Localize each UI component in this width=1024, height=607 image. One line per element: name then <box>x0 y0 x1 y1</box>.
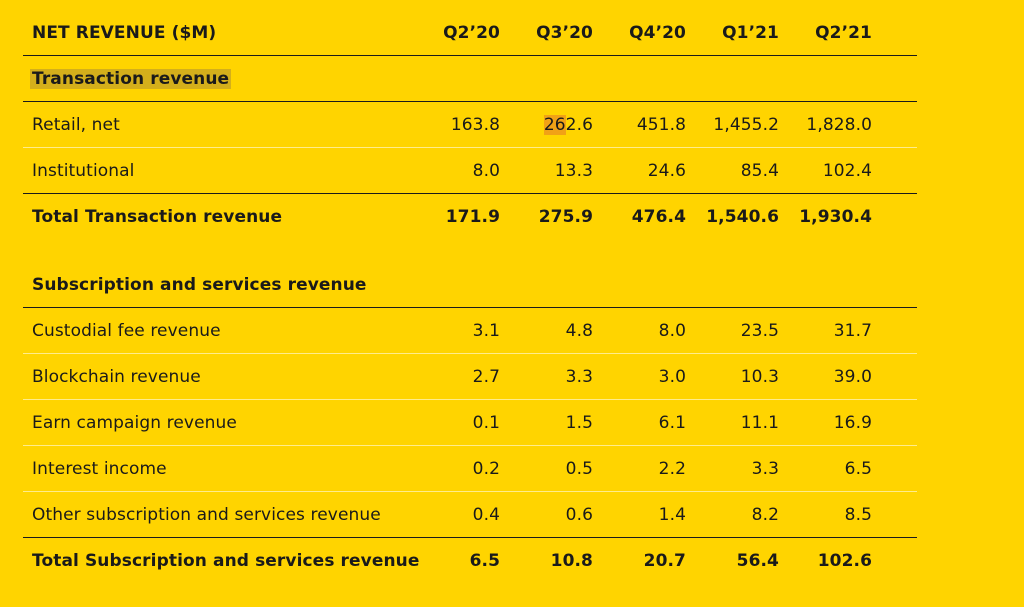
column-header-q4-20: Q4’20 <box>629 22 686 43</box>
cell-value: 171.9 <box>445 207 500 227</box>
cell-value: 16.9 <box>833 412 872 433</box>
row-label: Total Transaction revenue <box>32 207 283 227</box>
cell-value: 0.2 <box>472 458 500 479</box>
total-row-subscription: Total Subscription and services revenue … <box>23 538 917 584</box>
cell-value-rest: 2.6 <box>565 114 593 135</box>
cell-value: 163.8 <box>450 114 500 135</box>
row-label: Blockchain revenue <box>32 366 201 387</box>
cell-value: 8.0 <box>658 320 686 341</box>
table-row: Retail, net 163.8 262.6 451.8 1,455.2 1,… <box>23 102 917 148</box>
section-heading-subscription: Subscription and services revenue <box>23 262 917 308</box>
cell-value: 10.8 <box>550 551 593 571</box>
cell-value: 102.4 <box>822 160 872 181</box>
section-title: Transaction revenue <box>30 68 232 89</box>
cell-value: 1.4 <box>658 504 686 525</box>
cell-value: 275.9 <box>538 207 593 227</box>
cell-value: 1.5 <box>565 412 593 433</box>
row-label: Interest income <box>32 458 167 479</box>
cell-value: 1,455.2 <box>713 114 779 135</box>
table-row: Custodial fee revenue 3.1 4.8 8.0 23.5 3… <box>23 308 917 354</box>
cell-value: 85.4 <box>740 160 779 181</box>
cell-value: 1,930.4 <box>799 207 872 227</box>
cell-value: 6.5 <box>844 458 872 479</box>
text-selection-highlight: 26 <box>543 114 566 135</box>
cell-value: 20.7 <box>643 551 686 571</box>
cell-value: 56.4 <box>736 551 779 571</box>
cell-value: 24.6 <box>647 160 686 181</box>
cell-value: 8.5 <box>844 504 872 525</box>
cell-value: 10.3 <box>740 366 779 387</box>
cell-value: 3.3 <box>565 366 593 387</box>
table-row: Institutional 8.0 13.3 24.6 85.4 102.4 <box>23 148 917 194</box>
column-header-q2-21: Q2’21 <box>815 22 872 43</box>
table-row: Interest income 0.2 0.5 2.2 3.3 6.5 <box>23 446 917 492</box>
table-header: NET REVENUE ($M) Q2’20 Q3’20 Q4’20 Q1’21… <box>23 10 917 56</box>
cell-value: 2.2 <box>658 458 686 479</box>
row-label: Other subscription and services revenue <box>32 504 381 525</box>
column-header-q2-20: Q2’20 <box>443 22 500 43</box>
section-heading-transaction: Transaction revenue <box>23 56 917 102</box>
cell-value: 8.0 <box>472 160 500 181</box>
row-label: Retail, net <box>32 114 120 135</box>
table-row: Earn campaign revenue 0.1 1.5 6.1 11.1 1… <box>23 400 917 446</box>
section-title: Subscription and services revenue <box>32 274 367 295</box>
cell-value: 3.0 <box>658 366 686 387</box>
cell-value-highlighted: 262.6 <box>543 114 593 135</box>
cell-value: 0.5 <box>565 458 593 479</box>
cell-value: 102.6 <box>817 551 872 571</box>
table-title: NET REVENUE ($M) <box>32 22 217 43</box>
cell-value: 11.1 <box>740 412 779 433</box>
cell-value: 0.4 <box>472 504 500 525</box>
cell-value: 2.7 <box>472 366 500 387</box>
row-label: Custodial fee revenue <box>32 320 221 341</box>
row-label: Earn campaign revenue <box>32 412 237 433</box>
cell-value: 0.1 <box>472 412 500 433</box>
row-label: Institutional <box>32 160 135 181</box>
cell-value: 451.8 <box>636 114 686 135</box>
row-label: Total Subscription and services revenue <box>32 551 420 571</box>
section-spacer <box>23 240 917 262</box>
column-header-q1-21: Q1’21 <box>722 22 779 43</box>
cell-value: 476.4 <box>631 207 686 227</box>
cell-value: 6.1 <box>658 412 686 433</box>
cell-value: 6.5 <box>469 551 500 571</box>
cell-value: 8.2 <box>751 504 779 525</box>
cell-value: 0.6 <box>565 504 593 525</box>
total-row-transaction: Total Transaction revenue 171.9 275.9 47… <box>23 194 917 240</box>
table-row: Other subscription and services revenue … <box>23 492 917 538</box>
column-header-q3-20: Q3’20 <box>536 22 593 43</box>
cell-value: 3.3 <box>751 458 779 479</box>
cell-value: 1,828.0 <box>806 114 872 135</box>
cell-value: 31.7 <box>833 320 872 341</box>
cell-value: 1,540.6 <box>706 207 779 227</box>
cell-value: 23.5 <box>740 320 779 341</box>
net-revenue-table: NET REVENUE ($M) Q2’20 Q3’20 Q4’20 Q1’21… <box>23 10 917 584</box>
cell-value: 39.0 <box>833 366 872 387</box>
cell-value: 3.1 <box>472 320 500 341</box>
cell-value: 13.3 <box>554 160 593 181</box>
table-row: Blockchain revenue 2.7 3.3 3.0 10.3 39.0 <box>23 354 917 400</box>
cell-value: 4.8 <box>565 320 593 341</box>
